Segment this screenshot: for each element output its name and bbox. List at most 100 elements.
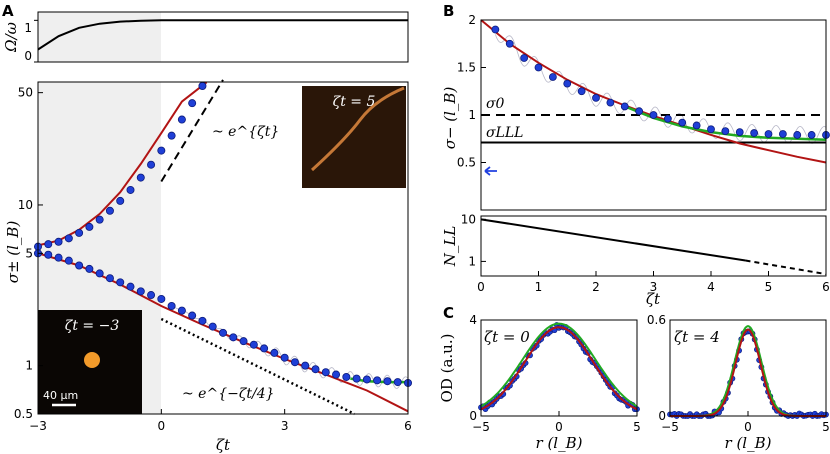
nll-line-dashed <box>745 259 827 276</box>
data-point <box>548 73 557 81</box>
x-ticks-group: −3 0 3 6 <box>29 409 412 433</box>
y-tick-label: 0.5 <box>14 407 33 421</box>
data-point <box>229 333 238 342</box>
data-point <box>95 269 104 278</box>
data-point <box>147 291 156 300</box>
inset-background <box>302 86 406 188</box>
data-point <box>126 282 135 291</box>
data-point <box>692 121 701 130</box>
data-point <box>75 261 84 270</box>
scale-bar-label: 40 μm <box>43 389 78 402</box>
y-axis-label: σ− (l_B) <box>441 87 459 150</box>
data-points-group <box>34 82 412 387</box>
y-tick-label: 50 <box>18 86 33 100</box>
plot-frame <box>37 81 409 415</box>
data-point <box>44 250 53 259</box>
data-points-group <box>491 25 830 139</box>
y-tick-label: 4 <box>469 313 477 327</box>
data-point <box>136 287 145 296</box>
sigma-lll-label: σLLL <box>486 125 523 141</box>
data-point <box>208 322 217 331</box>
data-point <box>764 130 773 138</box>
panel-title: ζt = 4 <box>674 328 720 346</box>
y-tick-label: 0 <box>658 409 666 423</box>
data-point <box>147 160 156 169</box>
y-tick-label: 0.5 <box>457 156 476 170</box>
data-point <box>75 228 84 237</box>
data-point <box>678 118 687 127</box>
y-tick-label: 1 <box>24 21 32 35</box>
data-point <box>105 206 114 215</box>
theory-curve <box>480 326 638 411</box>
raw-oscillation-trace <box>173 306 409 389</box>
data-point <box>750 129 759 137</box>
data-point <box>167 302 176 311</box>
data-point <box>807 131 816 139</box>
data-point <box>620 102 629 111</box>
data-point <box>198 82 207 91</box>
data-point <box>64 256 73 265</box>
data-point <box>85 264 94 273</box>
x-tick-label: 0 <box>158 419 166 433</box>
panel-label-c: C <box>443 304 454 322</box>
data-point <box>311 365 320 374</box>
data-point <box>393 378 402 387</box>
y-tick-label: 10 <box>461 212 476 226</box>
data-point <box>505 39 514 48</box>
y-tick-label: 1 <box>25 359 33 373</box>
y-tick-label: 1 <box>468 254 476 268</box>
x-tick-label: −5 <box>472 420 490 434</box>
data-point <box>116 278 125 287</box>
data-point <box>188 311 197 320</box>
data-point <box>520 54 529 62</box>
panel-a-main-plot: ζt = 5 ζt = −3 40 μm ~ e^{ζt} ~ e^{−ζt/4… <box>4 79 412 454</box>
plot-frame <box>37 11 409 63</box>
x-tick-label: 5 <box>765 280 773 294</box>
x-tick-label: 5 <box>822 420 830 434</box>
arrow-indicator <box>484 166 497 176</box>
x-tick-label: 4 <box>707 280 715 294</box>
data-point <box>167 131 176 140</box>
x-tick-label: 0 <box>744 420 752 434</box>
data-point <box>116 196 125 205</box>
x-tick-label: 0 <box>477 280 485 294</box>
fit-curve <box>480 322 638 408</box>
data-point <box>635 107 644 116</box>
data-point <box>491 25 500 34</box>
panel-a-top-plot: 0 1 Ω/ω <box>2 11 409 63</box>
x-axis-label: r (l_B) <box>536 434 583 452</box>
data-point <box>606 98 615 107</box>
data-point <box>95 215 104 224</box>
inset-top-label: ζt = 5 <box>333 94 376 110</box>
x-tick-label: 3 <box>650 280 658 294</box>
data-point <box>85 222 94 231</box>
data-point <box>280 353 289 362</box>
panel-title: ζt = 0 <box>484 328 530 346</box>
nll-line-solid <box>480 218 746 262</box>
y-tick-label: 0 <box>469 409 477 423</box>
data-point <box>721 127 730 136</box>
panel-c-right-plot: ζt = 4 −5 0 500.6 r (l_B) <box>647 313 830 452</box>
x-tick-label: 1 <box>535 280 543 294</box>
data-point <box>373 376 382 385</box>
x-tick-label: 0 <box>555 420 563 434</box>
data-point <box>735 128 744 137</box>
decay-annotation: ~ e^{−ζt/4} <box>182 386 275 402</box>
data-point <box>534 63 543 72</box>
x-tick-label: −5 <box>661 420 679 434</box>
data-point <box>383 377 392 386</box>
y-axis-label: OD (a.u.) <box>438 334 456 403</box>
data-point <box>44 240 53 249</box>
omega-curve <box>37 19 408 51</box>
x-tick-label: 3 <box>281 419 289 433</box>
y-tick-label: 1.5 <box>457 61 476 75</box>
data-point <box>649 111 658 119</box>
x-axis-label: ζt <box>216 436 231 454</box>
data-point <box>249 340 258 349</box>
y-ticks-group: 0.5 1 1.5 2 <box>457 13 486 170</box>
x-tick-label: 6 <box>404 419 412 433</box>
data-point <box>218 328 227 337</box>
